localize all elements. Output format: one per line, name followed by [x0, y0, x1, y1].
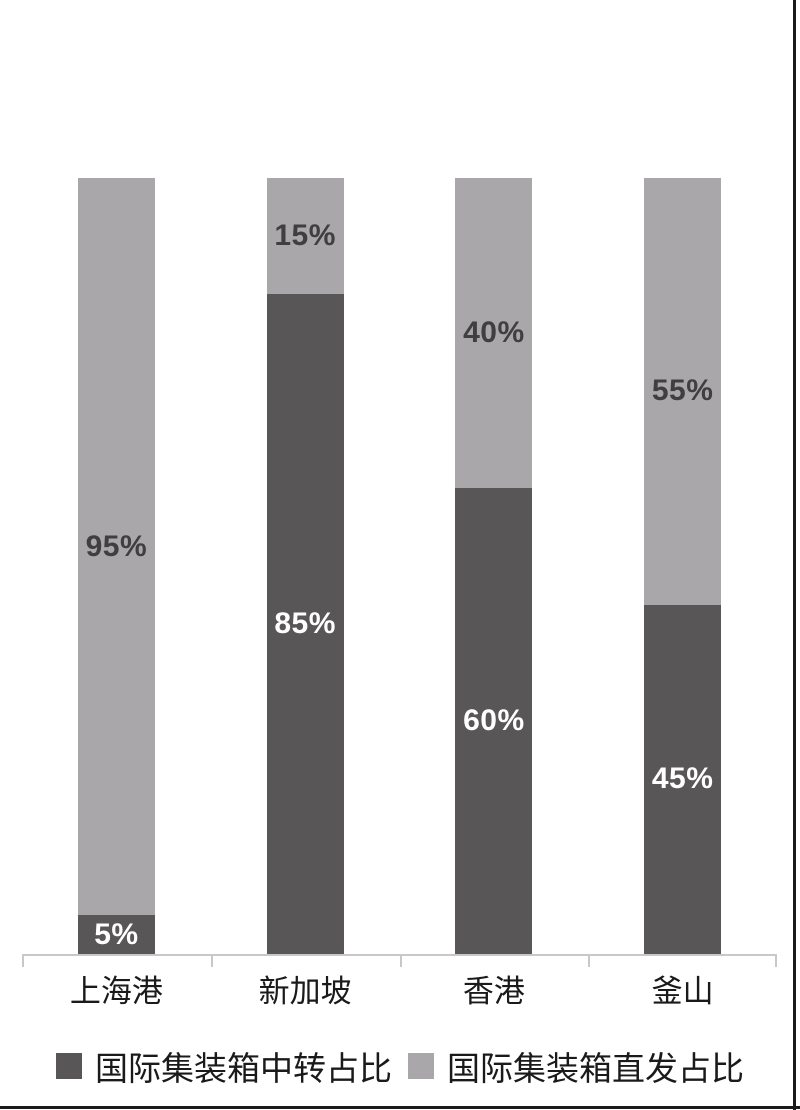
axis-tick — [210, 956, 213, 967]
axis-tick — [588, 956, 591, 967]
value-label: 95% — [85, 529, 148, 563]
segment-新加坡-series1: 15% — [266, 178, 344, 295]
value-label: 60% — [463, 704, 525, 738]
bar-新加坡: 85% 15% — [266, 178, 344, 954]
bottom-frame-line — [0, 1106, 800, 1109]
value-label: 55% — [651, 374, 714, 408]
value-label: 45% — [651, 762, 714, 796]
plot-area: 5% 95% 85% 15% 60% 40% 45% 55% — [22, 178, 777, 967]
legend-label: 国际集装箱中转占比 — [95, 1050, 392, 1087]
legend: 国际集装箱中转占比 国际集装箱直发占比 — [0, 1044, 800, 1088]
value-label: 85% — [274, 607, 336, 641]
segment-香港-series0: 60% — [455, 488, 533, 954]
segment-釜山-series0: 45% — [644, 604, 722, 954]
axis-tick — [399, 956, 402, 967]
value-label: 5% — [94, 917, 139, 951]
x-axis-label-釜山: 釜山 — [651, 974, 714, 1009]
x-axis-label-新加坡: 新加坡 — [258, 974, 352, 1009]
right-frame-line — [793, 0, 796, 1110]
bar-上海港: 5% 95% — [77, 178, 155, 954]
segment-新加坡-series0: 85% — [266, 294, 344, 954]
axis-tick — [22, 956, 24, 967]
bar-香港: 60% 40% — [455, 178, 533, 954]
value-label: 40% — [463, 316, 525, 350]
x-axis-line — [22, 954, 777, 956]
legend-label: 国际集装箱直发占比 — [447, 1050, 744, 1087]
segment-上海港-series1: 95% — [77, 178, 155, 916]
legend-item-series1: 国际集装箱直发占比 — [408, 1042, 744, 1090]
value-label: 15% — [274, 219, 336, 253]
x-axis-label-上海港: 上海港 — [69, 974, 163, 1009]
segment-香港-series1: 40% — [455, 178, 533, 489]
bar-釜山: 45% 55% — [644, 178, 722, 954]
axis-tick — [775, 956, 777, 967]
legend-swatch-icon — [56, 1053, 82, 1079]
legend-swatch-icon — [408, 1053, 434, 1079]
x-axis-label-香港: 香港 — [462, 974, 525, 1009]
segment-上海港-series0: 5% — [77, 915, 155, 954]
x-axis-labels: 上海港 新加坡 香港 釜山 — [22, 972, 777, 1014]
segment-釜山-series1: 55% — [644, 178, 722, 605]
legend-item-series0: 国际集装箱中转占比 — [56, 1042, 392, 1090]
